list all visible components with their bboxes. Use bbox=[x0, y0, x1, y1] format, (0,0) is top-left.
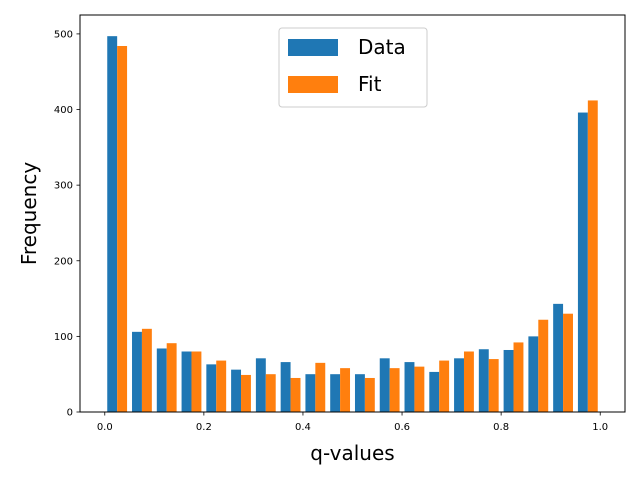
bar-fit-9 bbox=[340, 368, 351, 412]
bar-data-9 bbox=[330, 374, 341, 412]
y-tick-label: 400 bbox=[54, 105, 73, 116]
bar-fit-3 bbox=[191, 351, 202, 412]
x-tick-label: 0.2 bbox=[196, 422, 212, 433]
bar-data-13 bbox=[429, 371, 440, 412]
x-tick-label: 0.8 bbox=[493, 422, 509, 433]
bar-data-4 bbox=[206, 364, 217, 412]
bar-fit-17 bbox=[538, 319, 549, 412]
y-tick-label: 500 bbox=[54, 30, 73, 41]
bar-data-16 bbox=[503, 349, 514, 412]
bar-fit-14 bbox=[463, 351, 474, 412]
bar-data-2 bbox=[156, 348, 167, 412]
bar-fit-12 bbox=[414, 366, 425, 412]
bar-data-17 bbox=[528, 336, 539, 412]
legend-swatch-fit bbox=[288, 76, 338, 93]
bar-fit-19 bbox=[587, 100, 598, 412]
bar-data-8 bbox=[305, 374, 316, 412]
bar-data-18 bbox=[553, 303, 564, 412]
bar-data-5 bbox=[231, 369, 242, 412]
bar-data-11 bbox=[379, 358, 390, 412]
bar-data-7 bbox=[280, 362, 291, 412]
x-tick-label: 0.6 bbox=[394, 422, 410, 433]
bar-data-14 bbox=[454, 358, 464, 412]
bar-fit-4 bbox=[216, 360, 227, 412]
bar-data-12 bbox=[404, 362, 415, 412]
x-tick-label: 0.0 bbox=[97, 422, 113, 433]
bars-group bbox=[107, 36, 598, 413]
y-tick-label: 200 bbox=[54, 256, 73, 267]
bar-data-15 bbox=[478, 349, 489, 412]
y-tick-label: 300 bbox=[54, 181, 73, 192]
y-axis-label: Frequency bbox=[17, 162, 41, 265]
legend-label-fit: Fit bbox=[358, 72, 382, 96]
x-axis-label: q-values bbox=[310, 441, 394, 465]
bar-fit-8 bbox=[315, 362, 326, 412]
legend: Data Fit bbox=[278, 27, 428, 108]
bar-fit-1 bbox=[141, 328, 152, 412]
bar-fit-0 bbox=[117, 46, 128, 412]
x-tick-label: 1.0 bbox=[592, 422, 608, 433]
bar-fit-16 bbox=[513, 342, 524, 412]
plot-frame bbox=[79, 14, 626, 413]
bar-fit-18 bbox=[563, 313, 573, 412]
bar-data-0 bbox=[107, 36, 118, 413]
bar-data-3 bbox=[181, 351, 192, 412]
bar-data-6 bbox=[255, 358, 266, 412]
bar-fit-10 bbox=[364, 377, 375, 412]
ticks-group: 0.0 0.2 0.4 0.6 0.8 1.0 0 100 200 300 400 500 bbox=[54, 30, 608, 433]
bar-fit-11 bbox=[389, 368, 400, 412]
bar-data-10 bbox=[354, 374, 365, 412]
bar-fit-2 bbox=[166, 343, 177, 412]
bar-data-1 bbox=[132, 331, 142, 412]
bar-fit-7 bbox=[290, 377, 301, 412]
y-tick-label: 0 bbox=[67, 408, 73, 419]
bar-fit-13 bbox=[439, 360, 450, 412]
bar-fit-5 bbox=[241, 374, 251, 412]
legend-label-data: Data bbox=[358, 35, 406, 59]
legend-swatch-data bbox=[288, 39, 338, 56]
y-tick-label: 100 bbox=[54, 332, 73, 343]
bar-fit-15 bbox=[488, 359, 499, 412]
bar-data-19 bbox=[577, 112, 588, 413]
x-tick-label: 0.4 bbox=[295, 422, 311, 433]
bar-fit-6 bbox=[265, 374, 276, 412]
